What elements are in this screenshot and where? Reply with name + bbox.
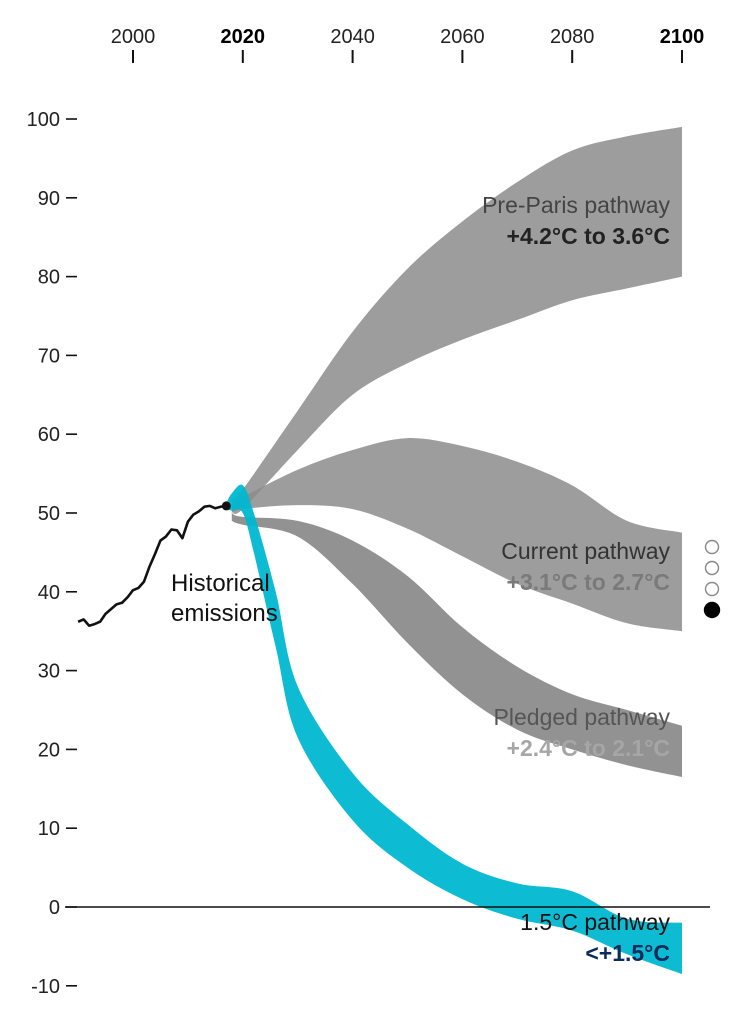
x-tick-label-2100: 2100 [660,26,705,48]
pathway-labels: Pre-Paris pathway +4.2°C to 3.6°C Current … [482,192,670,966]
band-pledged-pathway [231,513,683,777]
x-tick-label-2040: 2040 [330,26,375,48]
label-current-pathway: Current pathway [501,538,670,564]
historical-endpoint [221,501,231,511]
temp-current-pathway: +3.1°C to 2.7°C [507,569,670,595]
x-tick-label-2000: 2000 [111,26,156,48]
pathway-bands [226,126,683,974]
historical-label-line: emissions [171,600,278,627]
x-tick-label-2060: 2060 [440,26,485,48]
step-indicator[interactable] [703,539,721,619]
x-tick-label-2080: 2080 [550,26,595,48]
label-pre-paris-pathway: Pre-Paris pathway [482,192,670,218]
temp-pre-paris-pathway: +4.2°C to 3.6°C [507,223,670,249]
step-dot-4[interactable] [703,601,721,619]
y-tick-label-60: 60 [38,424,60,446]
y-tick-label-40: 40 [38,582,60,604]
temp-1-5-c-pathway: <+1.5°C [585,940,670,966]
y-tick-label-80: 80 [38,267,60,289]
y-tick-label-50: 50 [38,503,60,525]
historical-emissions-line [77,504,227,627]
band-1-5-c-pathway [226,484,683,974]
label-pledged-pathway: Pledged pathway [494,704,671,730]
y-tick-label--10: -10 [31,976,60,998]
x-tick-label-2020: 2020 [221,26,266,48]
historical-label-line: Historical [171,570,270,597]
temp-pledged-pathway: +2.4°C to 2.1°C [507,735,670,761]
step-dot-3[interactable] [704,581,720,597]
label-1-5-c-pathway: 1.5°C pathway [520,909,670,935]
y-tick-label-90: 90 [38,188,60,210]
y-tick-label-0: 0 [49,897,60,919]
y-tick-label-70: 70 [38,345,60,367]
step-dot-1[interactable] [704,539,720,555]
historical-emissions: Historical emissions [77,501,278,627]
y-tick-label-20: 20 [38,739,60,761]
y-tick-label-10: 10 [38,818,60,840]
x-axis: 2000 2020 2040 2060 2080 2100 [111,26,705,63]
y-tick-label-30: 30 [38,661,60,683]
band-current-pathway [231,438,683,632]
y-tick-label-100: 100 [27,109,60,131]
step-dot-2[interactable] [704,560,720,576]
band-pre-paris-pathway [231,126,683,514]
